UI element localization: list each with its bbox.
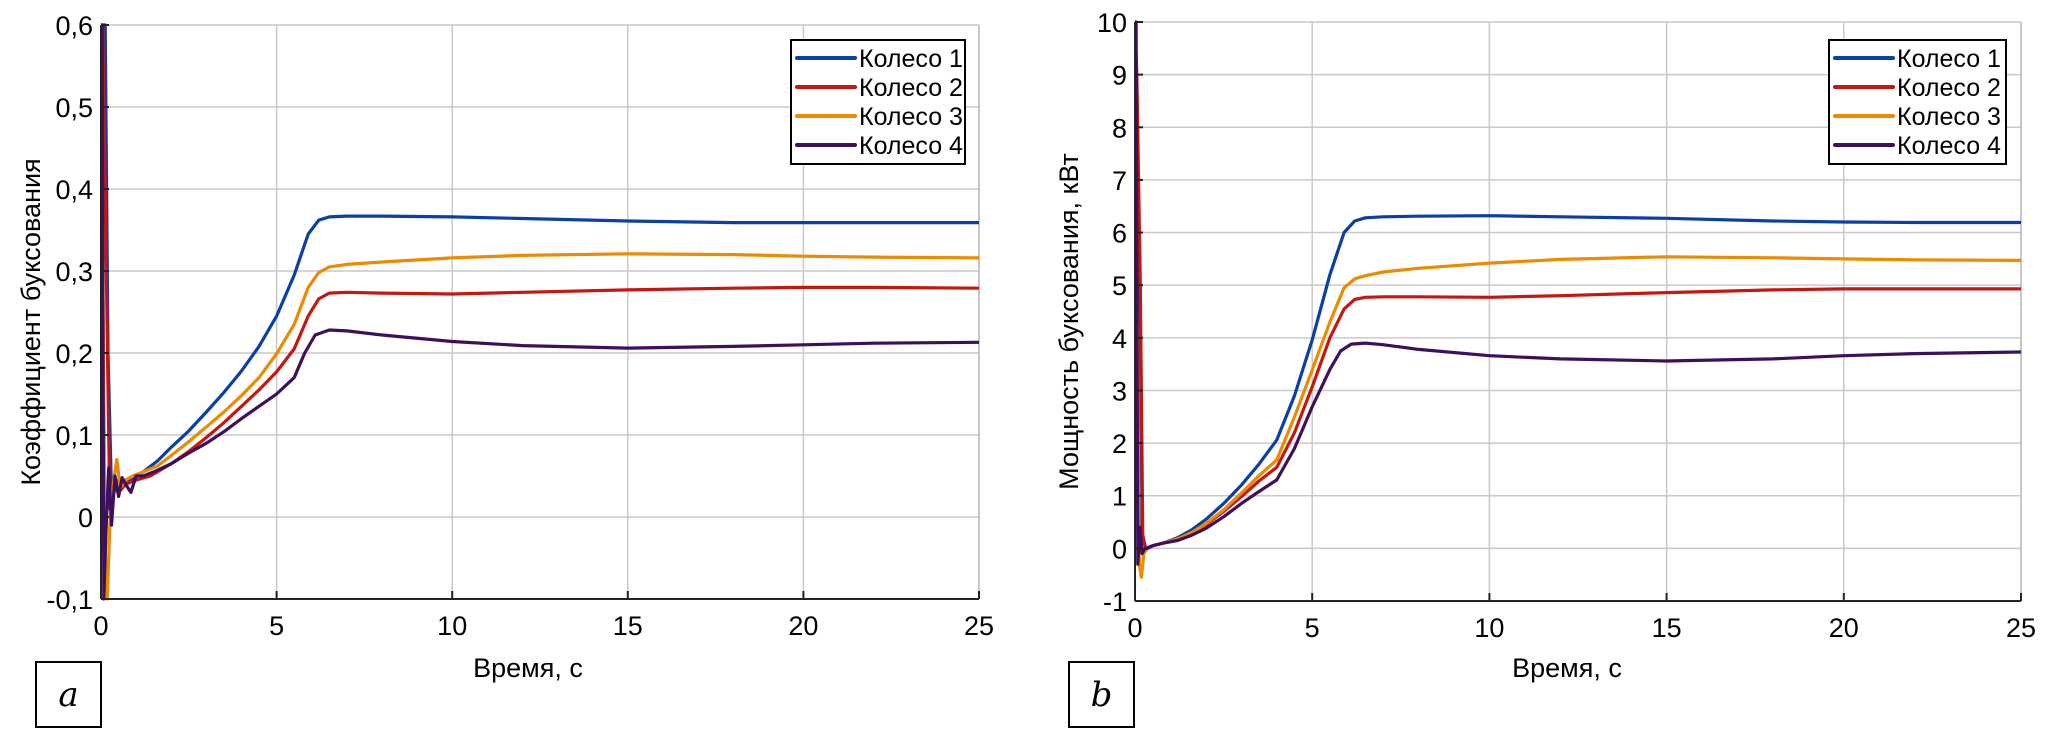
x-tick-label: 0 <box>93 611 108 641</box>
legend-label-1: Колесо 1 <box>1897 45 2001 73</box>
y-tick-label: 0,2 <box>55 339 93 369</box>
legend-label-3: Колесо 3 <box>859 103 963 131</box>
x-tick-label: 15 <box>1652 613 1682 643</box>
panel-a-chart: 0 5 10 15 20 25-0,100,10,20,30,40,50,6Время, … <box>16 11 994 683</box>
x-tick-label: 5 <box>269 611 284 641</box>
x-tick-label: 5 <box>1305 613 1320 643</box>
y-tick-label: 3 <box>1112 376 1127 406</box>
y-tick-label: 6 <box>1112 219 1127 249</box>
x-tick-label: 15 <box>613 611 643 641</box>
x-tick-label: 20 <box>1829 613 1859 643</box>
legend-label-2: Колесо 2 <box>859 74 963 102</box>
y-tick-label: 0,4 <box>55 175 93 205</box>
x-axis-label: Время, с <box>473 653 583 683</box>
y-tick-label: 5 <box>1112 271 1127 301</box>
y-tick-label: 0 <box>78 503 93 533</box>
legend-label-4: Колесо 4 <box>1897 132 2001 160</box>
y-axis-label: Мощность буксования, кВт <box>1054 153 1084 490</box>
y-tick-label: 0 <box>1112 534 1127 564</box>
y-tick-label: 0,5 <box>55 93 93 123</box>
x-tick-label: 25 <box>2006 613 2036 643</box>
legend-label-1: Колесо 1 <box>859 45 963 73</box>
series-group <box>1135 20 2021 579</box>
y-tick-label: -0,1 <box>46 585 93 615</box>
x-tick-label: 25 <box>964 611 994 641</box>
y-tick-label: 9 <box>1112 61 1127 91</box>
y-tick-label: 10 <box>1097 8 1127 38</box>
y-tick-label: 0,6 <box>55 11 93 41</box>
panel-label-a: a <box>35 661 102 728</box>
y-tick-label: 0,1 <box>55 421 93 451</box>
legend-label-4: Колесо 4 <box>859 132 963 160</box>
x-tick-label: 20 <box>788 611 818 641</box>
y-tick-label: 0,3 <box>55 257 93 287</box>
x-axis-label: Время, с <box>1512 653 1622 683</box>
y-tick-label: 2 <box>1112 429 1127 459</box>
panel-label-b: b <box>1068 661 1135 728</box>
y-tick-label: 4 <box>1112 324 1127 354</box>
legend-label-2: Колесо 2 <box>1897 74 2001 102</box>
y-tick-label: 1 <box>1112 482 1127 512</box>
legend-label-3: Колесо 3 <box>1897 103 2001 131</box>
y-tick-label: 8 <box>1112 113 1127 143</box>
series-line-4 <box>1135 20 2021 566</box>
x-tick-label: 10 <box>1474 613 1504 643</box>
series-group <box>101 23 979 601</box>
y-axis-label: Коэффициент буксования <box>16 158 46 485</box>
x-tick-label: 0 <box>1127 613 1142 643</box>
panel-label-a-text: a <box>58 674 79 715</box>
y-tick-label: -1 <box>1103 587 1127 617</box>
x-tick-label: 10 <box>437 611 467 641</box>
y-tick-label: 7 <box>1112 166 1127 196</box>
panel-label-b-text: b <box>1090 674 1113 715</box>
series-line-4 <box>101 23 979 601</box>
